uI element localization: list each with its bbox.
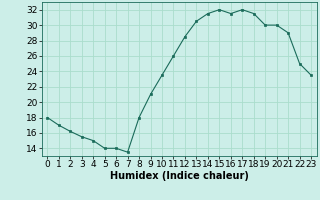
X-axis label: Humidex (Indice chaleur): Humidex (Indice chaleur) xyxy=(110,171,249,181)
